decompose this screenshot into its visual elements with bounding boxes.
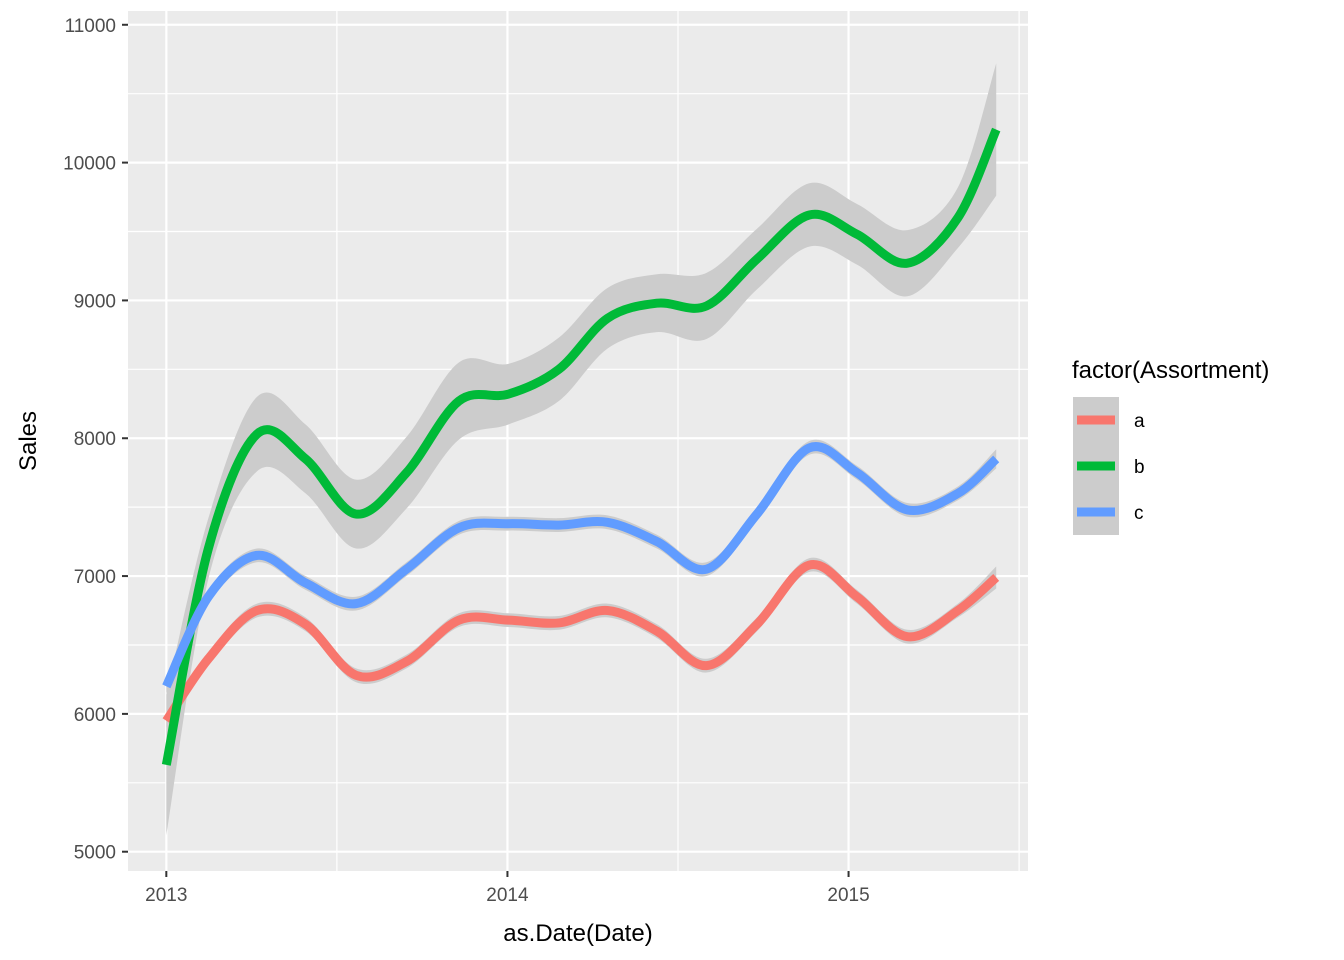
series-line-b [161,127,1001,766]
y-tick-label: 11000 [65,16,116,37]
series-lines [161,127,1001,766]
confidence-bands [166,63,997,836]
y-tick-label: 8000 [74,429,116,450]
y-tick-label: 10000 [63,154,116,175]
grid-minor [128,11,1028,871]
y-axis-title: Sales [15,411,42,471]
grid-major [128,11,1028,871]
x-tick-label: 2015 [827,885,869,906]
x-axis-title: as.Date(Date) [503,920,652,947]
legend-label-c: c [1134,503,1144,524]
tick-labels: 5000 6000 7000 8000 9000 10000 11000 2013 2014 20… [63,16,870,906]
y-tick-label: 5000 [74,843,116,864]
legend-label-a: a [1134,411,1145,432]
y-tick-label: 9000 [74,291,116,312]
x-tick-label: 2013 [145,885,187,906]
legend-label-b: b [1134,457,1145,478]
legend-title: factor(Assortment) [1072,357,1269,384]
series-line-a [162,560,1000,724]
series-line-c [162,442,1000,689]
axis-ticks [122,23,850,877]
legend: factor(Assortment) a b c [1072,357,1269,535]
y-tick-label: 7000 [74,567,116,588]
confidence-band-b [166,63,997,836]
y-tick-label: 6000 [74,705,116,726]
x-tick-label: 2014 [486,885,529,906]
